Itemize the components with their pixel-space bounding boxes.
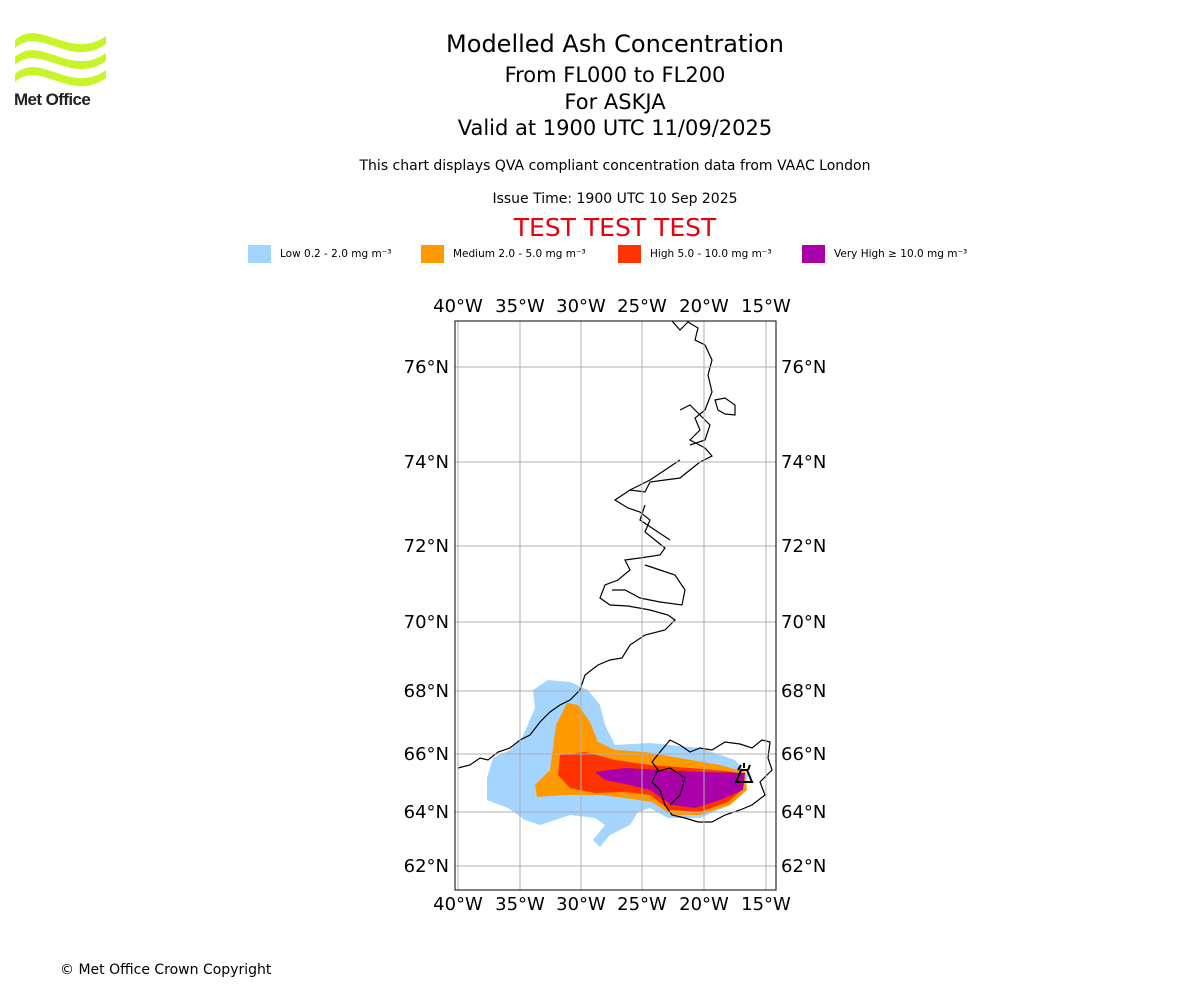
legend-item-medium: Medium 2.0 - 5.0 mg m⁻³ [421, 244, 586, 264]
lat-tick-left: 68°N [404, 681, 449, 702]
legend-item-low: Low 0.2 - 2.0 mg m⁻³ [248, 244, 391, 264]
chart-description: This chart displays QVA compliant concen… [359, 158, 871, 174]
legend-swatch [802, 245, 825, 263]
legend-item-very-high: Very High ≥ 10.0 mg m⁻³ [802, 244, 967, 264]
ash-very-high-region [595, 768, 745, 808]
greenland-fjord-4 [612, 564, 686, 606]
lon-tick-top: 30°W [556, 296, 606, 317]
volcano-name: For ASKJA [564, 90, 666, 114]
legend-item-high: High 5.0 - 10.0 mg m⁻³ [618, 244, 772, 264]
map-frame [454, 320, 777, 891]
lat-tick-left: 66°N [404, 744, 449, 765]
volcano-icon [734, 763, 754, 783]
lat-tick-left: 72°N [404, 536, 449, 557]
iceland-inner-coast [654, 767, 686, 806]
lon-tick-top: 25°W [617, 296, 667, 317]
greenland-fjord-3 [639, 504, 671, 541]
lon-tick-bottom: 20°W [679, 894, 729, 915]
lat-tick-left: 74°N [404, 452, 449, 473]
lat-tick-right: 70°N [781, 612, 826, 633]
lon-tick-top: 40°W [433, 296, 483, 317]
legend-label: Medium 2.0 - 5.0 mg m⁻³ [453, 248, 586, 260]
lat-tick-left: 64°N [404, 802, 449, 823]
greenland-coastline [457, 321, 713, 769]
map-svg: 40°W 35°W 30°W 25°W 20°W 15°W 40°W 35°W … [404, 296, 827, 915]
lat-tick-right: 66°N [781, 744, 826, 765]
lat-tick-left: 70°N [404, 612, 449, 633]
lon-tick-top: 35°W [495, 296, 545, 317]
issue-time: Issue Time: 1900 UTC 10 Sep 2025 [492, 191, 738, 207]
iceland-coastline [651, 739, 773, 823]
lon-tick-top: 20°W [679, 296, 729, 317]
lat-tick-right: 68°N [781, 681, 826, 702]
legend-swatch [421, 245, 444, 263]
concentration-legend: Low 0.2 - 2.0 mg m⁻³ Medium 2.0 - 5.0 mg… [0, 244, 1200, 264]
map-grid [455, 321, 776, 890]
svalbard-island [714, 397, 736, 416]
lat-tick-right: 72°N [781, 536, 826, 557]
met-office-logo: Met Office [14, 30, 108, 112]
met-office-waves-icon [15, 33, 106, 87]
legend-swatch [248, 245, 271, 263]
test-banner: TEST TEST TEST [513, 213, 717, 242]
lat-tick-left: 76°N [404, 357, 449, 378]
lon-tick-bottom: 40°W [433, 894, 483, 915]
lon-tick-top: 15°W [741, 296, 791, 317]
lon-tick-bottom: 25°W [617, 894, 667, 915]
greenland-fjord-2 [629, 459, 681, 491]
lon-tick-bottom: 30°W [556, 894, 606, 915]
copyright-notice: © Met Office Crown Copyright [60, 962, 272, 978]
lon-tick-bottom: 15°W [741, 894, 791, 915]
ash-map: 40°W 35°W 30°W 25°W 20°W 15°W 40°W 35°W … [400, 290, 840, 924]
legend-label: Low 0.2 - 2.0 mg m⁻³ [280, 248, 392, 260]
lat-tick-right: 64°N [781, 802, 826, 823]
chart-title: Modelled Ash Concentration [446, 30, 784, 58]
flight-level-range: From FL000 to FL200 [504, 63, 726, 87]
legend-label: Very High ≥ 10.0 mg m⁻³ [834, 248, 968, 260]
lat-tick-right: 76°N [781, 357, 826, 378]
lon-tick-bottom: 35°W [495, 894, 545, 915]
logo-text: Met Office [14, 90, 91, 109]
legend-label: High 5.0 - 10.0 mg m⁻³ [650, 248, 772, 260]
lat-tick-right: 74°N [781, 452, 826, 473]
lat-tick-right: 62°N [781, 856, 826, 877]
valid-time: Valid at 1900 UTC 11/09/2025 [457, 116, 773, 140]
legend-swatch [618, 245, 641, 263]
greenland-fjord-1 [679, 404, 711, 446]
lat-tick-left: 62°N [404, 856, 449, 877]
